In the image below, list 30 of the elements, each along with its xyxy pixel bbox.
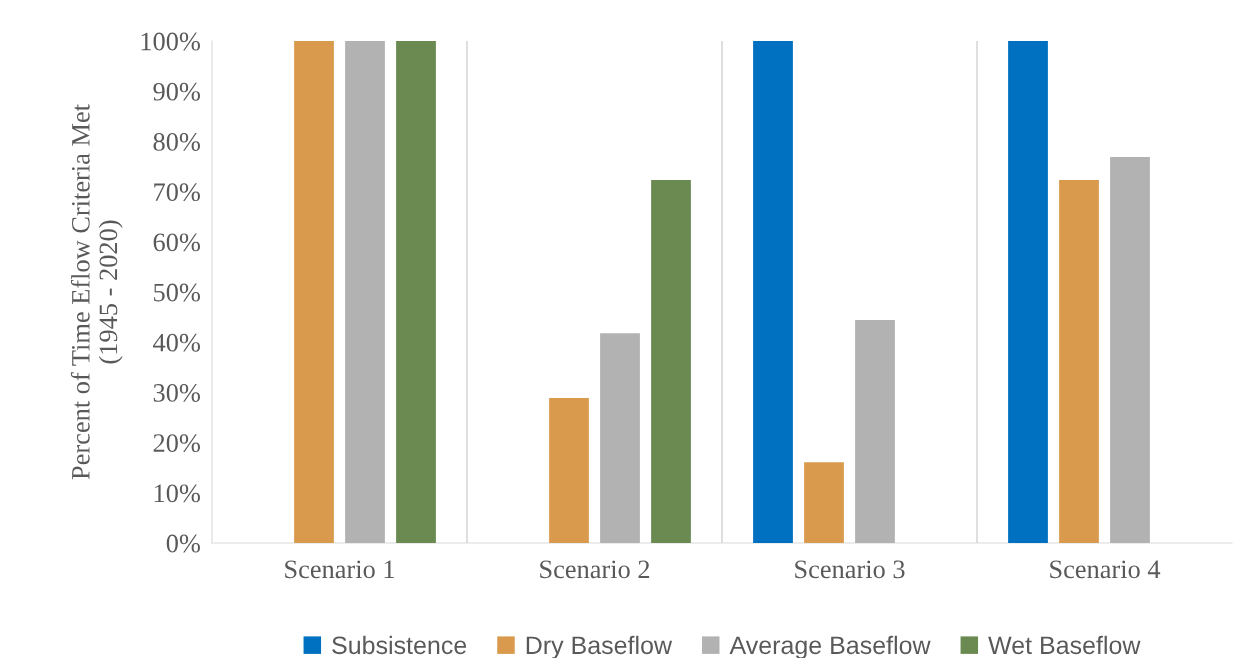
bar [396, 41, 436, 543]
y-tick-label: 30% [153, 384, 200, 402]
bar [549, 397, 589, 543]
bar [1008, 41, 1048, 543]
x-tick-label: Scenario 2 [540, 560, 650, 579]
y-tick-label: 20% [153, 434, 200, 453]
y-tick-label: 50% [154, 283, 200, 302]
x-tick-label: Scenario 3 [795, 560, 905, 579]
y-tick-label: 0% [166, 534, 200, 553]
y-tick-label: 100% [141, 32, 200, 51]
bar [804, 462, 844, 543]
y-tick-label: 60% [153, 233, 200, 252]
bar [753, 41, 793, 543]
legend-label: Wet Baseflow [988, 635, 1141, 655]
x-tick-label: Scenario 4 [1050, 560, 1161, 579]
y-tick-label: 80% [153, 133, 200, 151]
y-tick-label: 40% [153, 333, 200, 352]
y-tick-label: 90% [153, 82, 200, 101]
bar [345, 41, 385, 543]
bar [1110, 156, 1150, 543]
legend-label: Subsistence [332, 635, 467, 655]
x-tick-label: Scenario 1 [285, 560, 394, 579]
bar [600, 333, 640, 543]
bar [1059, 180, 1099, 543]
y-axis-title: Percent of Time Eflow Criteria Met (1945 - 2020) [70, 104, 123, 480]
y-tick-label: 70% [154, 183, 200, 202]
bar [855, 320, 895, 543]
y-tick-label: 10% [154, 484, 200, 503]
bar [651, 180, 691, 543]
bar [294, 41, 334, 543]
